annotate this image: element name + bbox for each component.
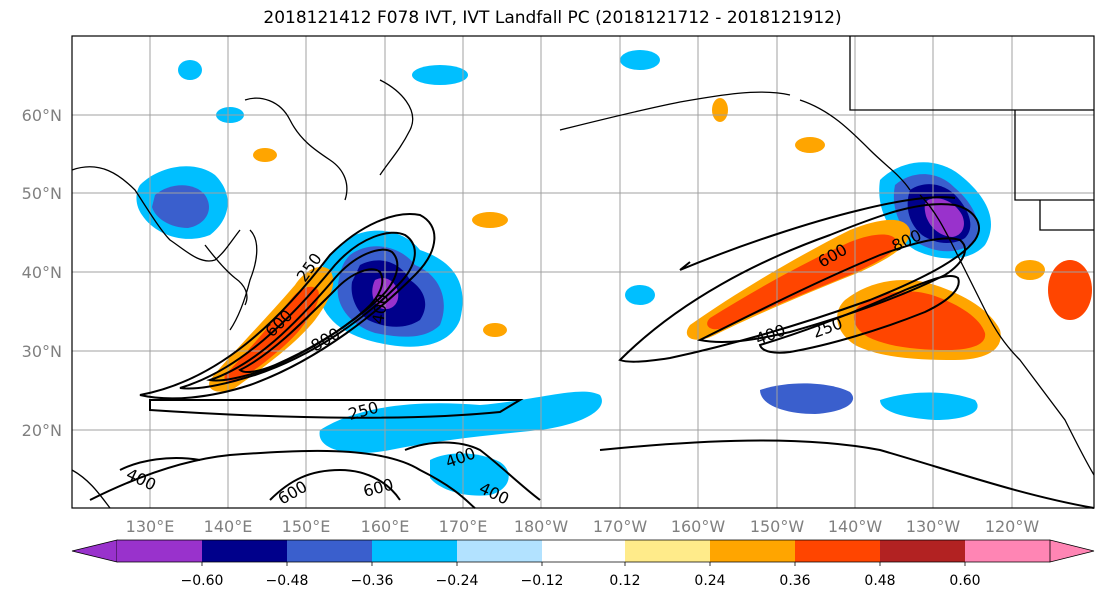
- colorbar-segment: [202, 540, 287, 562]
- lat-label: 40°N: [22, 263, 62, 282]
- colorbar-segment: [625, 540, 710, 562]
- lon-label: 120°W: [985, 517, 1040, 536]
- colorbar-tick-label: −0.36: [351, 573, 394, 589]
- coastlines: [71, 36, 1095, 509]
- lon-label: 170°W: [593, 517, 648, 536]
- colorbar-tick-label: 0.48: [864, 573, 895, 589]
- colorbar-segment: [795, 540, 880, 562]
- lon-label: 170°E: [439, 517, 488, 536]
- colorbar-tick-label: −0.24: [436, 573, 479, 589]
- colorbar-segment: [117, 540, 202, 562]
- map-title: 2018121412 F078 IVT, IVT Landfall PC (20…: [263, 8, 842, 28]
- latitude-labels: 60°N 50°N 40°N 30°N 20°N: [22, 106, 62, 440]
- ivt-contours: [89, 196, 1095, 509]
- colorbar-segment: [542, 540, 625, 562]
- colorbar-tick-label: 0.36: [779, 573, 810, 589]
- colorbar-segment: [710, 540, 795, 562]
- colorbar-segment: [372, 540, 457, 562]
- colorbar-segment: [457, 540, 542, 562]
- colorbar-low-extend: [71, 539, 118, 563]
- lat-label: 30°N: [22, 342, 62, 361]
- map-frame: [71, 35, 1095, 509]
- colorbar-tick-label: 0.60: [949, 573, 980, 589]
- lat-label: 20°N: [22, 421, 62, 440]
- lon-label: 180°W: [514, 517, 569, 536]
- colorbar-tick-label: 0.24: [694, 573, 725, 589]
- graticule: [72, 36, 1094, 508]
- lon-label: 160°W: [671, 517, 726, 536]
- colorbar-segment: [880, 540, 965, 562]
- map-plot-area: 250 600 800 400 600 800 400 250 250 400 …: [71, 35, 1095, 509]
- longitude-labels: 130°E 140°E 150°E 160°E 170°E 180°W 170°…: [126, 517, 1040, 536]
- lon-label: 140°W: [828, 517, 883, 536]
- colorbar-tick-label: 0.12: [609, 573, 640, 589]
- colorbar-tick-label: −0.60: [181, 573, 224, 589]
- lat-label: 60°N: [22, 106, 62, 125]
- colorbar: −0.60 −0.48 −0.36 −0.24 −0.12 0.12 0.24 …: [71, 539, 1095, 589]
- lat-label: 50°N: [22, 184, 62, 203]
- colorbar-high-extend: [1049, 539, 1095, 563]
- colorbar-tick-label: −0.12: [521, 573, 564, 589]
- lon-label: 140°E: [204, 517, 253, 536]
- lon-label: 130°W: [906, 517, 961, 536]
- lon-label: 130°E: [126, 517, 175, 536]
- lon-label: 160°E: [361, 517, 410, 536]
- colorbar-segment: [287, 540, 372, 562]
- lon-label: 150°E: [282, 517, 331, 536]
- colorbar-tick-label: −0.48: [266, 573, 309, 589]
- colorbar-segment: [965, 540, 1050, 562]
- lon-label: 150°W: [750, 517, 805, 536]
